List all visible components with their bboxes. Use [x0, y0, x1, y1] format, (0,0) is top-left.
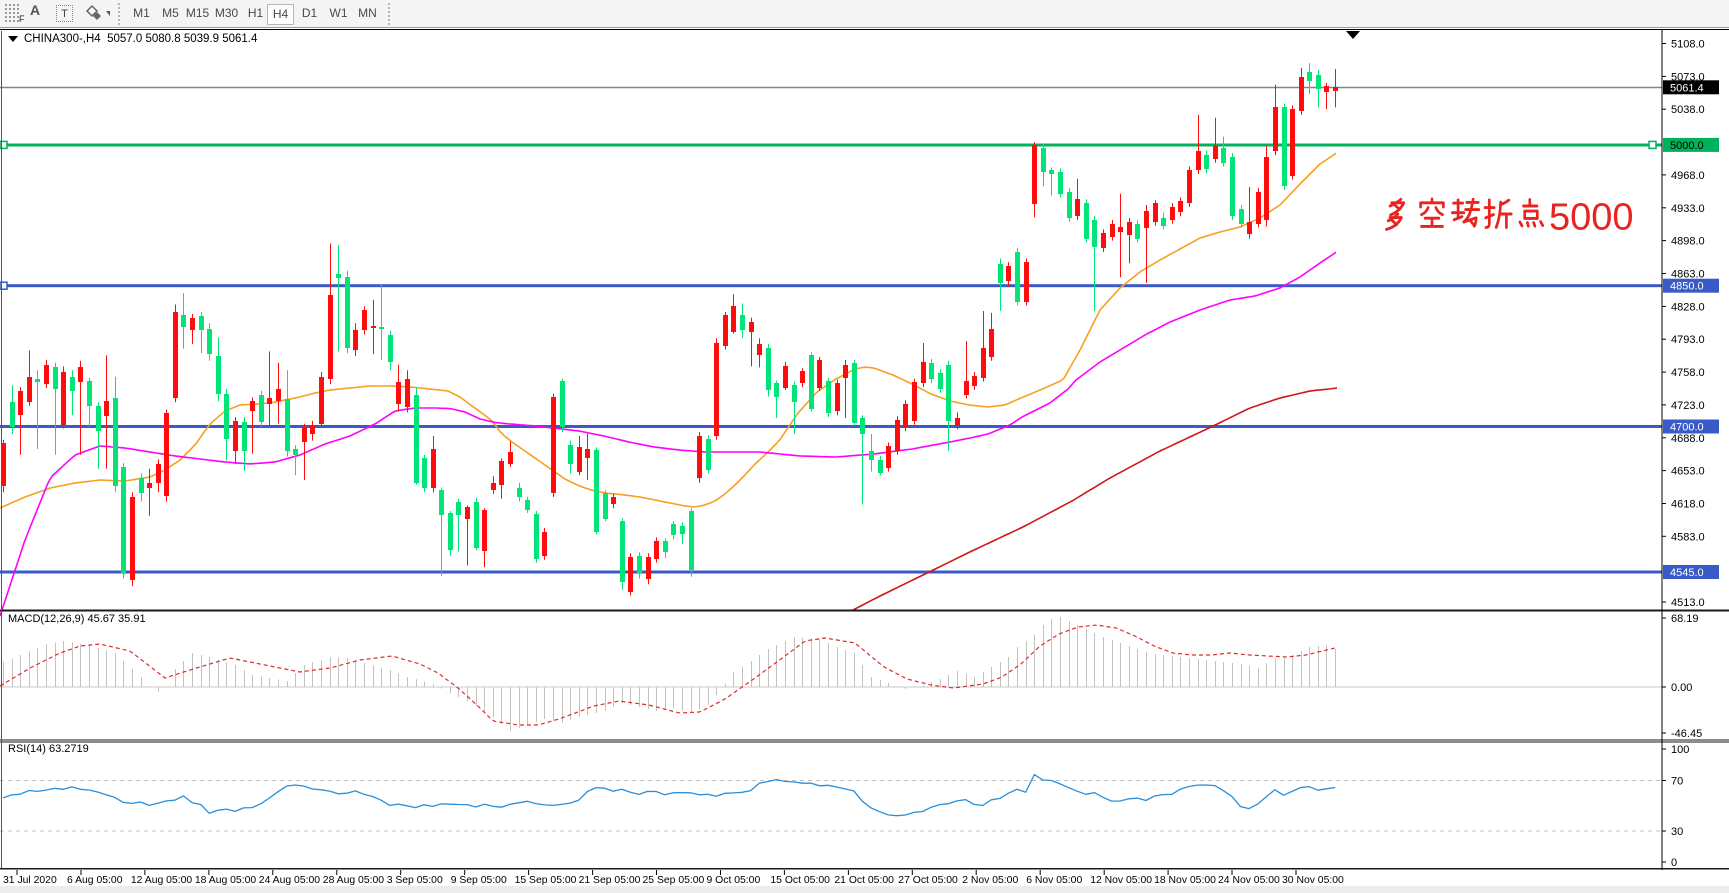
svg-text:5000: 5000 — [1549, 197, 1634, 239]
svg-text:9 Oct 05:00: 9 Oct 05:00 — [707, 875, 761, 886]
svg-text:4898.0: 4898.0 — [1671, 236, 1705, 248]
svg-text:24 Nov 05:00: 24 Nov 05:00 — [1218, 875, 1280, 886]
svg-text:0: 0 — [1671, 857, 1677, 869]
svg-text:-46.45: -46.45 — [1671, 728, 1702, 740]
svg-text:4723.0: 4723.0 — [1671, 400, 1705, 412]
svg-text:4653.0: 4653.0 — [1671, 466, 1705, 478]
svg-text:5061.4: 5061.4 — [1670, 82, 1704, 94]
svg-text:18 Aug 05:00: 18 Aug 05:00 — [195, 875, 256, 886]
svg-text:21 Oct 05:00: 21 Oct 05:00 — [834, 875, 894, 886]
svg-text:RSI(14) 63.2719: RSI(14) 63.2719 — [8, 743, 89, 755]
svg-text:12 Nov 05:00: 12 Nov 05:00 — [1090, 875, 1152, 886]
svg-text:CHINA300-,H4 5057.0 5080.8 50: CHINA300-,H4 5057.0 5080.8 5039.9 5061.4 — [24, 33, 258, 45]
svg-text:27 Oct 05:00: 27 Oct 05:00 — [898, 875, 958, 886]
svg-text:4513.0: 4513.0 — [1671, 597, 1705, 609]
svg-text:15 Oct 05:00: 15 Oct 05:00 — [770, 875, 830, 886]
svg-text:31 Jul 2020: 31 Jul 2020 — [3, 875, 57, 886]
svg-text:2 Nov 05:00: 2 Nov 05:00 — [962, 875, 1018, 886]
svg-text:5108.0: 5108.0 — [1671, 39, 1705, 51]
svg-text:4618.0: 4618.0 — [1671, 499, 1705, 511]
svg-text:25 Sep 05:00: 25 Sep 05:00 — [643, 875, 705, 886]
svg-text:4545.0: 4545.0 — [1670, 567, 1704, 579]
svg-text:4850.0: 4850.0 — [1670, 281, 1704, 293]
svg-text:30 Nov 05:00: 30 Nov 05:00 — [1282, 875, 1344, 886]
svg-text:MACD(12,26,9) 45.67 35.91: MACD(12,26,9) 45.67 35.91 — [8, 613, 146, 625]
svg-text:28 Aug 05:00: 28 Aug 05:00 — [323, 875, 384, 886]
svg-text:4758.0: 4758.0 — [1671, 367, 1705, 379]
svg-text:30: 30 — [1671, 826, 1683, 838]
svg-text:18 Nov 05:00: 18 Nov 05:00 — [1154, 875, 1216, 886]
svg-text:15 Sep 05:00: 15 Sep 05:00 — [515, 875, 577, 886]
svg-text:12 Aug 05:00: 12 Aug 05:00 — [131, 875, 192, 886]
svg-text:4968.0: 4968.0 — [1671, 170, 1705, 182]
svg-text:4793.0: 4793.0 — [1671, 334, 1705, 346]
svg-text:5038.0: 5038.0 — [1671, 104, 1705, 116]
svg-text:21 Sep 05:00: 21 Sep 05:00 — [579, 875, 641, 886]
svg-text:5000.0: 5000.0 — [1670, 140, 1704, 152]
svg-text:3 Sep 05:00: 3 Sep 05:00 — [387, 875, 443, 886]
svg-text:4700.0: 4700.0 — [1670, 422, 1704, 434]
svg-text:4828.0: 4828.0 — [1671, 301, 1705, 313]
svg-text:70: 70 — [1671, 776, 1683, 788]
svg-text:100: 100 — [1671, 744, 1689, 756]
svg-text:24 Aug 05:00: 24 Aug 05:00 — [259, 875, 320, 886]
svg-text:6 Nov 05:00: 6 Nov 05:00 — [1026, 875, 1082, 886]
svg-text:4688.0: 4688.0 — [1671, 433, 1705, 445]
svg-text:4583.0: 4583.0 — [1671, 531, 1705, 543]
svg-text:4933.0: 4933.0 — [1671, 203, 1705, 215]
svg-text:0.00: 0.00 — [1671, 682, 1692, 694]
svg-text:4863.0: 4863.0 — [1671, 269, 1705, 281]
svg-text:9 Sep 05:00: 9 Sep 05:00 — [451, 875, 507, 886]
svg-text:68.19: 68.19 — [1671, 613, 1699, 625]
svg-text:6 Aug 05:00: 6 Aug 05:00 — [67, 875, 123, 886]
